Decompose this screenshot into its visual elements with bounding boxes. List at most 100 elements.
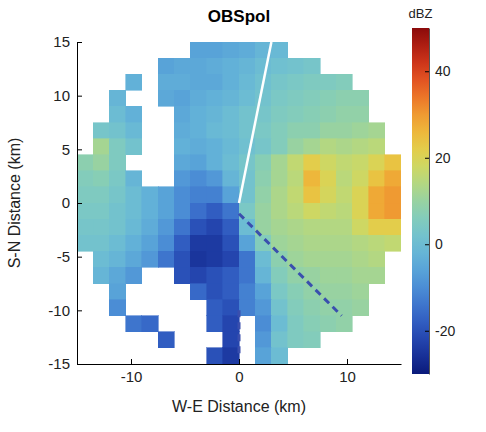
- cell: [255, 139, 271, 155]
- cell: [369, 219, 385, 235]
- cell: [320, 106, 336, 122]
- tick-label: -10: [121, 368, 143, 385]
- cell: [369, 267, 385, 283]
- cell: [223, 348, 239, 364]
- cell: [255, 267, 271, 283]
- tick: 40: [425, 63, 451, 79]
- cell: [239, 284, 255, 300]
- cell: [174, 58, 190, 74]
- cell: [385, 171, 401, 187]
- cell: [223, 123, 239, 139]
- cell: [271, 203, 287, 219]
- cell: [352, 219, 368, 235]
- cell: [304, 267, 320, 283]
- cell: [190, 123, 206, 139]
- tick-label: 0: [235, 368, 243, 385]
- cell: [288, 235, 304, 251]
- cell: [304, 251, 320, 267]
- tick-mark: [425, 331, 429, 332]
- cell: [126, 123, 142, 139]
- cell: [174, 267, 190, 283]
- cell: [207, 267, 223, 283]
- cell: [320, 267, 336, 283]
- cell: [190, 251, 206, 267]
- cell: [190, 155, 206, 171]
- tick: 20: [425, 150, 451, 166]
- cell: [126, 106, 142, 122]
- cell: [271, 187, 287, 203]
- cell: [288, 139, 304, 155]
- cell: [158, 74, 174, 90]
- cell: [304, 123, 320, 139]
- cell: [255, 348, 271, 364]
- tick: 5: [62, 141, 82, 158]
- cell: [207, 219, 223, 235]
- cell: [336, 106, 352, 122]
- cell: [207, 106, 223, 122]
- cell: [271, 316, 287, 332]
- cell: [352, 90, 368, 106]
- cell: [255, 171, 271, 187]
- cell: [271, 348, 287, 364]
- tick-label: 0: [435, 236, 443, 252]
- cell: [271, 123, 287, 139]
- cell: [142, 316, 158, 332]
- cell: [336, 155, 352, 171]
- cell: [207, 58, 223, 74]
- cell: [320, 284, 336, 300]
- cell: [320, 139, 336, 155]
- axis-line: [78, 364, 402, 365]
- cell: [239, 171, 255, 187]
- cell: [174, 251, 190, 267]
- cell: [109, 300, 125, 316]
- cell: [271, 106, 287, 122]
- cell: [174, 155, 190, 171]
- cell: [207, 203, 223, 219]
- plot-area: [77, 42, 401, 364]
- cell: [352, 251, 368, 267]
- cell: [207, 90, 223, 106]
- cell: [320, 316, 336, 332]
- cell: [288, 58, 304, 74]
- cell: [336, 74, 352, 90]
- cell: [288, 74, 304, 90]
- cell: [126, 171, 142, 187]
- cell: [190, 90, 206, 106]
- cell: [239, 74, 255, 90]
- cell: [190, 106, 206, 122]
- cell: [223, 74, 239, 90]
- cell: [109, 90, 125, 106]
- cell: [109, 106, 125, 122]
- cell: [271, 155, 287, 171]
- tick-mark: [131, 359, 132, 364]
- cell: [271, 171, 287, 187]
- x-axis: -10010: [78, 359, 402, 385]
- cell: [239, 300, 255, 316]
- cell: [304, 332, 320, 348]
- annotation-line: [239, 214, 342, 316]
- cell: [93, 187, 109, 203]
- tick-mark: [347, 359, 348, 364]
- cell: [158, 235, 174, 251]
- cell: [255, 155, 271, 171]
- cell: [93, 267, 109, 283]
- cell: [369, 203, 385, 219]
- cell: [190, 74, 206, 90]
- cell: [223, 251, 239, 267]
- cell: [255, 187, 271, 203]
- cell: [369, 139, 385, 155]
- colorbar: [412, 28, 429, 374]
- cell: [207, 123, 223, 139]
- cell: [126, 203, 142, 219]
- tick-label: -20: [435, 323, 455, 339]
- cell: [126, 316, 142, 332]
- cell: [207, 74, 223, 90]
- cell: [288, 203, 304, 219]
- cell: [77, 187, 93, 203]
- cell: [77, 219, 93, 235]
- tick: 15: [53, 33, 82, 50]
- cell: [207, 42, 223, 58]
- cell: [352, 171, 368, 187]
- cell: [336, 251, 352, 267]
- cell: [207, 139, 223, 155]
